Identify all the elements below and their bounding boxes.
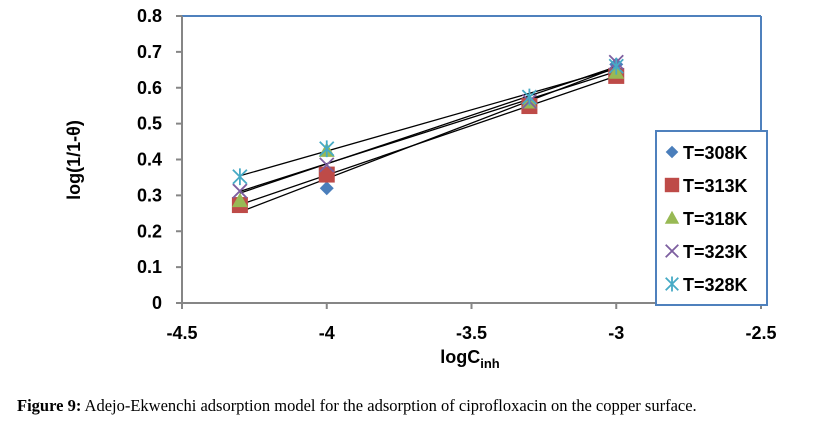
x-tick-label: -3 [608,323,624,343]
y-tick-label: 0.6 [137,78,162,98]
trendline [239,66,617,194]
trendline [239,67,617,177]
chart: 0 0.1 0.2 0.3 0.4 0.5 0.6 0.7 0.8 -4.5 -4 -3.5 -3 -2… [64,6,777,371]
x-axis-title-subscript: inh [480,356,500,371]
trendlines [239,66,617,213]
data-point-asterisk [319,140,335,158]
x-axis-title: logCinh [440,347,500,371]
legend: T=308K T=313K T=318K T=323K T=328K [655,130,768,306]
y-tick-label: 0.2 [137,221,162,241]
data-point-asterisk [608,57,624,75]
x-tick-label: -2.5 [745,323,776,343]
data-point-asterisk [232,168,248,186]
data-point-x [232,183,248,199]
legend-label: T=308K [683,143,748,163]
data-point-diamond [319,181,334,196]
x-tick-label: -4.5 [166,323,197,343]
x-axis-ticks: -4.5 -4 -3.5 -3 -2.5 [166,303,777,343]
y-axis-ticks: 0 0.1 0.2 0.3 0.4 0.5 0.6 0.7 0.8 [137,6,182,313]
data-point-x [319,157,335,173]
caption-text: Adejo-Ekwenchi adsorption model for the … [81,396,697,415]
legend-marker-square [664,177,680,193]
trendline [239,70,617,192]
trendline [239,75,617,206]
y-tick-label: 0.4 [137,150,162,170]
legend-marker-asterisk [665,276,679,292]
y-tick-label: 0 [152,293,162,313]
data-point-square [318,166,335,183]
x-tick-label: -4 [319,323,335,343]
y-axis-title: log(1/1-θ) [64,120,84,200]
data-point-asterisk [521,88,538,106]
y-tick-label: 0.1 [137,257,162,277]
y-tick-label: 0.5 [137,114,162,134]
caption-label: Figure 9: [17,396,82,415]
data-markers [231,54,625,214]
legend-label: T=318K [683,209,748,229]
legend-label: T=323K [683,242,748,262]
legend-marker-diamond [665,145,679,159]
y-tick-label: 0.8 [137,6,162,26]
legend-label: T=313K [683,176,748,196]
y-tick-label: 0.7 [137,42,162,62]
legend-marker-triangle [664,210,680,224]
legend-marker-x [665,244,679,258]
figure-caption: Figure 9: Adejo-Ekwenchi adsorption mode… [17,396,832,416]
data-point-triangle [231,192,248,208]
x-axis-title-main: logC [440,347,480,367]
y-tick-label: 0.3 [137,185,162,205]
x-tick-label: -3.5 [456,323,487,343]
legend-label: T=328K [683,275,748,295]
